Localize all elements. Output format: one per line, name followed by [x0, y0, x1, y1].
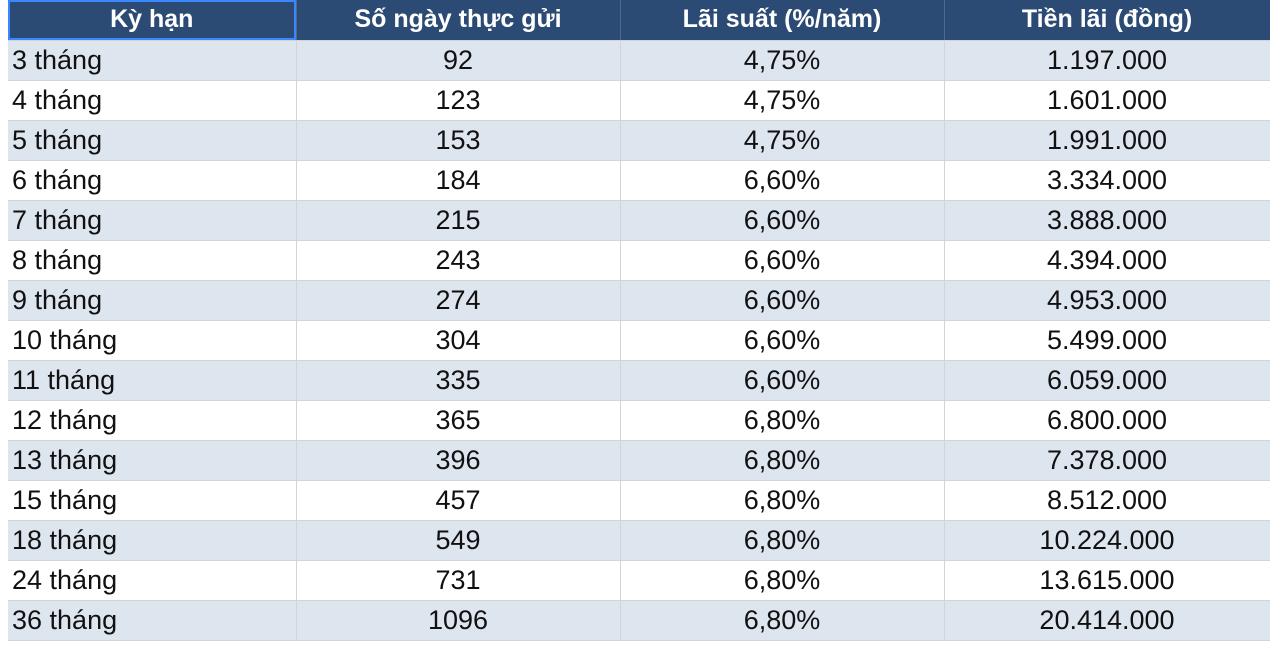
- table-row: 24 tháng 731 6,80% 13.615.000: [8, 560, 1270, 601]
- cell-days[interactable]: 549: [296, 520, 621, 561]
- table-row: 5 tháng 153 4,75% 1.991.000: [8, 120, 1270, 161]
- cell-rate[interactable]: 6,60%: [620, 360, 945, 401]
- cell-term[interactable]: 12 tháng: [8, 400, 297, 441]
- cell-term[interactable]: 8 tháng: [8, 240, 297, 281]
- cell-term[interactable]: 7 tháng: [8, 200, 297, 241]
- header-cell-interest[interactable]: Tiền lãi (đồng): [944, 0, 1270, 41]
- table-row: 12 tháng 365 6,80% 6.800.000: [8, 400, 1270, 441]
- table-row: 3 tháng 92 4,75% 1.197.000: [8, 40, 1270, 81]
- cell-rate[interactable]: 6,80%: [620, 560, 945, 601]
- cell-days[interactable]: 365: [296, 400, 621, 441]
- table-row: 15 tháng 457 6,80% 8.512.000: [8, 480, 1270, 521]
- cell-term[interactable]: 36 tháng: [8, 600, 297, 641]
- cell-interest[interactable]: 13.615.000: [944, 560, 1270, 601]
- cell-interest[interactable]: 7.378.000: [944, 440, 1270, 481]
- cell-rate[interactable]: 4,75%: [620, 120, 945, 161]
- cell-interest[interactable]: 3.888.000: [944, 200, 1270, 241]
- cell-days[interactable]: 184: [296, 160, 621, 201]
- table-row: 13 tháng 396 6,80% 7.378.000: [8, 440, 1270, 481]
- cell-rate[interactable]: 6,80%: [620, 520, 945, 561]
- cell-rate[interactable]: 6,80%: [620, 440, 945, 481]
- cell-interest[interactable]: 1.991.000: [944, 120, 1270, 161]
- cell-interest[interactable]: 10.224.000: [944, 520, 1270, 561]
- table-body: 3 tháng 92 4,75% 1.197.000 4 tháng 123 4…: [8, 40, 1270, 641]
- cell-interest[interactable]: 20.414.000: [944, 600, 1270, 641]
- header-row: Kỳ hạn Số ngày thực gửi Lãi suất (%/năm)…: [8, 0, 1270, 41]
- header-cell-rate[interactable]: Lãi suất (%/năm): [620, 0, 945, 41]
- cell-rate[interactable]: 4,75%: [620, 80, 945, 121]
- cell-interest[interactable]: 8.512.000: [944, 480, 1270, 521]
- cell-days[interactable]: 92: [296, 40, 621, 81]
- cell-rate[interactable]: 6,60%: [620, 320, 945, 361]
- cell-interest[interactable]: 1.197.000: [944, 40, 1270, 81]
- cell-days[interactable]: 457: [296, 480, 621, 521]
- cell-interest[interactable]: 1.601.000: [944, 80, 1270, 121]
- cell-days[interactable]: 335: [296, 360, 621, 401]
- table-row: 4 tháng 123 4,75% 1.601.000: [8, 80, 1270, 121]
- header-cell-days[interactable]: Số ngày thực gửi: [296, 0, 621, 41]
- cell-rate[interactable]: 6,60%: [620, 240, 945, 281]
- cell-interest[interactable]: 5.499.000: [944, 320, 1270, 361]
- cell-rate[interactable]: 6,80%: [620, 600, 945, 641]
- table-row: 10 tháng 304 6,60% 5.499.000: [8, 320, 1270, 361]
- table-row: 11 tháng 335 6,60% 6.059.000: [8, 360, 1270, 401]
- cell-days[interactable]: 304: [296, 320, 621, 361]
- cell-term[interactable]: 11 tháng: [8, 360, 297, 401]
- header-cell-term[interactable]: Kỳ hạn: [8, 0, 297, 41]
- cell-days[interactable]: 243: [296, 240, 621, 281]
- cell-days[interactable]: 123: [296, 80, 621, 121]
- table-row: 9 tháng 274 6,60% 4.953.000: [8, 280, 1270, 321]
- table-row: 18 tháng 549 6,80% 10.224.000: [8, 520, 1270, 561]
- cell-rate[interactable]: 6,80%: [620, 480, 945, 521]
- cell-days[interactable]: 396: [296, 440, 621, 481]
- cell-rate[interactable]: 6,60%: [620, 160, 945, 201]
- cell-interest[interactable]: 3.334.000: [944, 160, 1270, 201]
- cell-term[interactable]: 5 tháng: [8, 120, 297, 161]
- sheet-left-edge: [0, 0, 8, 648]
- table-row: 6 tháng 184 6,60% 3.334.000: [8, 160, 1270, 201]
- interest-table: Kỳ hạn Số ngày thực gửi Lãi suất (%/năm)…: [8, 0, 1270, 641]
- cell-term[interactable]: 9 tháng: [8, 280, 297, 321]
- cell-term[interactable]: 18 tháng: [8, 520, 297, 561]
- cell-interest[interactable]: 6.059.000: [944, 360, 1270, 401]
- table-row: 36 tháng 1096 6,80% 20.414.000: [8, 600, 1270, 641]
- cell-days[interactable]: 215: [296, 200, 621, 241]
- cell-term[interactable]: 3 tháng: [8, 40, 297, 81]
- cell-rate[interactable]: 4,75%: [620, 40, 945, 81]
- cell-term[interactable]: 15 tháng: [8, 480, 297, 521]
- cell-days[interactable]: 153: [296, 120, 621, 161]
- cell-term[interactable]: 24 tháng: [8, 560, 297, 601]
- cell-interest[interactable]: 4.394.000: [944, 240, 1270, 281]
- cell-rate[interactable]: 6,60%: [620, 200, 945, 241]
- cell-term[interactable]: 10 tháng: [8, 320, 297, 361]
- cell-days[interactable]: 731: [296, 560, 621, 601]
- table-row: 7 tháng 215 6,60% 3.888.000: [8, 200, 1270, 241]
- table-row: 8 tháng 243 6,60% 4.394.000: [8, 240, 1270, 281]
- cell-days[interactable]: 1096: [296, 600, 621, 641]
- cell-term[interactable]: 6 tháng: [8, 160, 297, 201]
- cell-term[interactable]: 4 tháng: [8, 80, 297, 121]
- cell-interest[interactable]: 6.800.000: [944, 400, 1270, 441]
- cell-interest[interactable]: 4.953.000: [944, 280, 1270, 321]
- cell-days[interactable]: 274: [296, 280, 621, 321]
- cell-rate[interactable]: 6,80%: [620, 400, 945, 441]
- cell-term[interactable]: 13 tháng: [8, 440, 297, 481]
- cell-rate[interactable]: 6,60%: [620, 280, 945, 321]
